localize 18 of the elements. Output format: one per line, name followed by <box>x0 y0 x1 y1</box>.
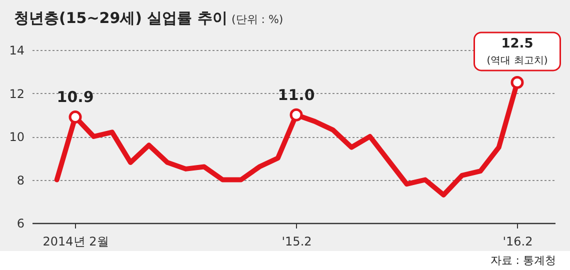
y-tick-label: 8 <box>16 173 24 188</box>
data-label: 11.0 <box>278 86 315 104</box>
annotation: (역대 최고치) <box>486 55 548 66</box>
data-label: 10.9 <box>56 88 94 106</box>
y-tick-label: 14 <box>9 44 24 58</box>
text: 자료 : 통계청 <box>490 254 556 267</box>
data-label: 12.5 <box>501 36 534 52</box>
y-tick-label: 6 <box>16 216 24 230</box>
x-tick-label: '16.2 <box>502 234 533 248</box>
chart-title: 청년층(15~29세) 실업률 추이 <box>14 9 228 27</box>
y-tick-label: 12 <box>9 86 24 101</box>
point <box>290 108 303 122</box>
point <box>510 76 524 89</box>
y-tick-label: 10 <box>9 130 24 144</box>
x-tick-label: '15.2 <box>282 234 312 248</box>
x-tick-label: 2014년 2월 <box>42 234 109 248</box>
chart-subtitle: (단위 : %) <box>231 13 284 26</box>
point <box>68 110 82 124</box>
